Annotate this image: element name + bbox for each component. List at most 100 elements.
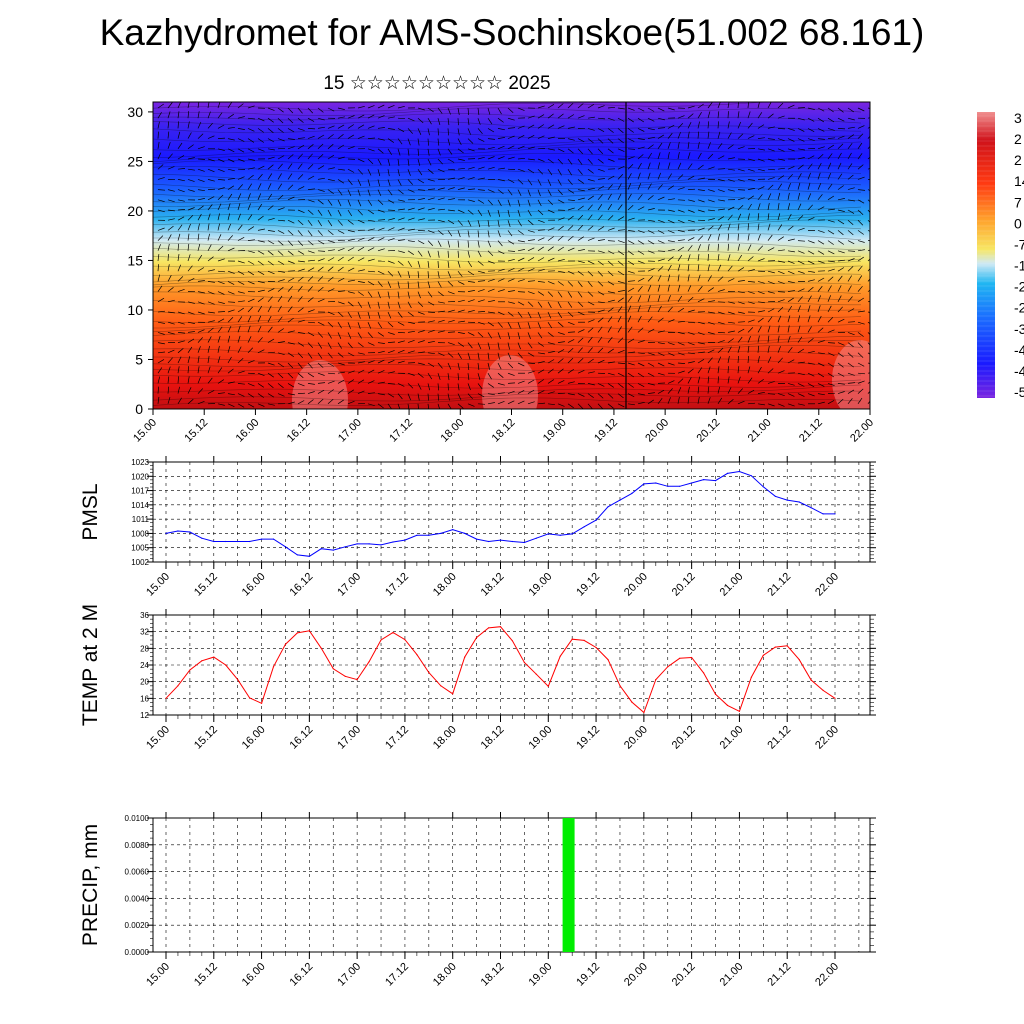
wind-barb	[587, 383, 595, 386]
wind-barb	[767, 356, 772, 364]
wind-barb	[637, 260, 645, 264]
wind-barb	[647, 328, 655, 333]
wind-barb	[347, 400, 355, 405]
wind-barb	[417, 218, 425, 221]
wind-barb	[227, 203, 231, 211]
data-point	[714, 693, 717, 695]
x-tick-label: 18.12	[479, 724, 507, 752]
data-point	[416, 654, 418, 656]
wind-barb	[537, 114, 545, 119]
wind-barb	[807, 338, 814, 343]
y-tick-label: 36	[140, 611, 149, 620]
wind-barb	[307, 391, 315, 394]
wind-barb	[687, 141, 690, 149]
wind-barb	[637, 305, 641, 313]
wind-barb	[807, 193, 812, 200]
wind-barb	[527, 257, 535, 262]
wind-barb	[317, 220, 322, 227]
data-point	[392, 631, 394, 634]
wind-barb	[707, 321, 715, 325]
wind-barb	[287, 306, 293, 313]
wind-barb	[647, 392, 655, 394]
wind-barb	[417, 148, 420, 156]
data-point	[810, 507, 812, 509]
wind-barb	[547, 391, 555, 394]
wind-barb	[467, 250, 470, 258]
contour-line	[153, 214, 862, 224]
data-point	[416, 534, 418, 536]
wind-barb	[557, 235, 564, 241]
wind-barb	[737, 204, 744, 211]
wind-barb	[647, 172, 651, 180]
wind-barb	[697, 285, 703, 292]
wind-barb	[397, 179, 402, 186]
wind-barb	[167, 131, 170, 139]
wind-barb	[537, 291, 545, 296]
wind-barb	[487, 352, 490, 360]
wind-barb	[457, 309, 465, 313]
wind-barb	[377, 199, 384, 205]
contour-line	[153, 380, 862, 389]
wind-barb	[347, 291, 355, 294]
wind-barb	[717, 111, 720, 119]
wind-barb	[277, 117, 284, 124]
wind-barb	[357, 189, 361, 197]
wind-barb	[767, 345, 770, 353]
wind-barb	[377, 403, 384, 409]
wind-barb	[777, 203, 780, 211]
wind-barb	[677, 387, 682, 394]
wind-barb	[807, 315, 811, 323]
wind-barb	[767, 403, 775, 407]
wind-barb	[737, 213, 742, 221]
wind-barb	[227, 148, 235, 153]
wind-barb	[417, 383, 422, 390]
wind-barb	[587, 225, 594, 231]
wind-barb	[477, 260, 484, 266]
wind-barb	[267, 107, 275, 111]
wind-barb	[197, 198, 205, 201]
wind-barb	[657, 107, 665, 112]
wind-barb	[677, 274, 680, 282]
wind-barb	[327, 321, 334, 328]
wind-barb	[687, 321, 696, 324]
wind-barb	[617, 107, 625, 110]
wind-barb	[867, 209, 870, 213]
wind-barb	[557, 403, 565, 407]
wind-barb	[747, 366, 751, 374]
wind-barb	[787, 297, 794, 303]
wind-barb	[597, 168, 605, 172]
wind-barb	[417, 158, 421, 166]
wind-barb	[827, 208, 835, 211]
wind-barb	[377, 322, 383, 329]
wind-barb	[257, 203, 263, 211]
wind-barb	[677, 246, 685, 252]
wind-barb	[357, 269, 365, 272]
wind-barb	[617, 306, 623, 313]
wind-barb	[617, 174, 624, 180]
x-tick-label: 16.12	[288, 571, 316, 599]
wind-barb	[367, 342, 375, 346]
wind-barb	[217, 179, 226, 181]
wind-barb	[717, 179, 725, 182]
wind-barb	[477, 118, 481, 125]
wind-barb	[367, 125, 375, 129]
wind-barb	[527, 247, 535, 252]
wind-barb	[237, 148, 245, 153]
data-point	[571, 638, 573, 640]
wind-barb	[727, 214, 733, 221]
data-point	[738, 710, 741, 712]
wind-barb	[277, 183, 283, 190]
wind-barb	[187, 179, 195, 182]
wind-barb	[567, 339, 575, 343]
data-point	[476, 636, 478, 639]
wind-barb	[817, 401, 825, 405]
wind-barb	[557, 301, 562, 309]
wind-barb	[357, 332, 362, 339]
wind-barb	[477, 352, 480, 360]
wind-barb	[867, 311, 870, 313]
wind-barb	[637, 206, 645, 211]
wind-barb	[437, 319, 445, 323]
wind-barb	[437, 158, 443, 165]
wind-barb	[587, 158, 593, 165]
wind-barb	[597, 185, 605, 190]
